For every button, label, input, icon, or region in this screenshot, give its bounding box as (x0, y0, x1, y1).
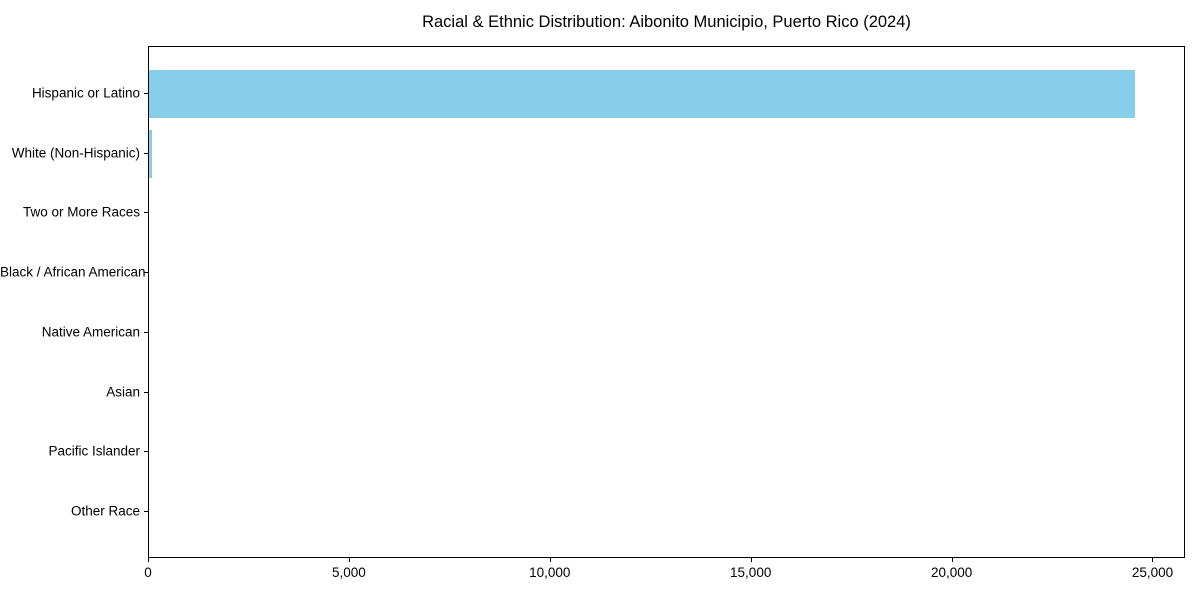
y-tick-mark (144, 331, 148, 333)
x-tick-label: 15,000 (730, 565, 772, 580)
x-tick-mark (348, 558, 350, 562)
y-tick-mark (144, 510, 148, 512)
y-axis-label: Black / African American (0, 264, 146, 280)
x-tick-mark (951, 558, 953, 562)
plot-area (148, 46, 1185, 558)
chart-title: Racial & Ethnic Distribution: Aibonito M… (422, 13, 911, 31)
x-tick-label: 20,000 (930, 565, 973, 580)
y-tick-mark (144, 391, 148, 393)
y-tick-mark (144, 152, 148, 154)
y-axis-label: Native American (41, 324, 140, 340)
y-axis-label: Pacific Islander (48, 443, 140, 459)
x-tick-mark (549, 558, 551, 562)
y-tick-mark (144, 212, 148, 214)
x-tick-mark (148, 558, 149, 562)
bar (149, 129, 153, 178)
x-tick-label: 25,000 (1131, 565, 1174, 580)
y-tick-mark (144, 272, 148, 274)
x-tick-label: 5,000 (331, 565, 366, 580)
x-tick-mark (1152, 558, 1154, 562)
y-axis-label: Two or More Races (22, 204, 140, 220)
x-tick-mark (750, 558, 752, 562)
y-axis-label: Other Race (70, 503, 140, 519)
bar (149, 70, 1135, 119)
x-tick-label: 0 (144, 565, 152, 580)
x-tick-label: 10,000 (529, 565, 571, 580)
y-axis-label: Asian (106, 384, 140, 399)
y-axis-label: Hispanic or Latino (31, 85, 140, 101)
y-tick-mark (144, 93, 148, 95)
y-axis-label: White (Non-Hispanic) (11, 145, 140, 161)
y-tick-mark (144, 451, 148, 453)
